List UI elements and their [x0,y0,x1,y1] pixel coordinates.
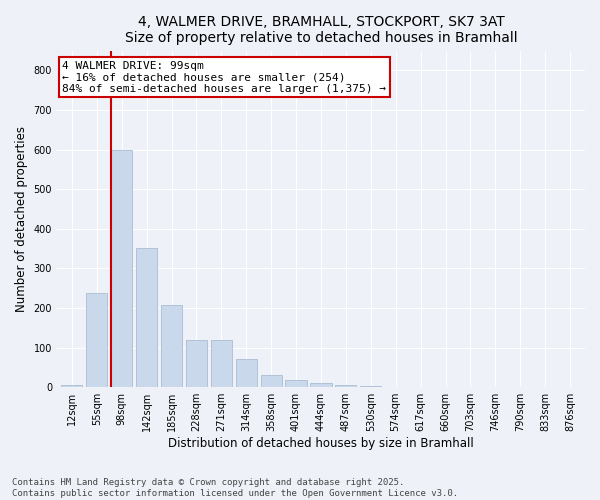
Title: 4, WALMER DRIVE, BRAMHALL, STOCKPORT, SK7 3AT
Size of property relative to detac: 4, WALMER DRIVE, BRAMHALL, STOCKPORT, SK… [125,15,517,45]
Bar [310,383,332,387]
Bar [286,380,307,387]
Text: 4 WALMER DRIVE: 99sqm
← 16% of detached houses are smaller (254)
84% of semi-det: 4 WALMER DRIVE: 99sqm ← 16% of detached … [62,60,386,94]
Bar [260,376,282,387]
Bar [360,386,382,387]
Bar [136,248,157,387]
Y-axis label: Number of detached properties: Number of detached properties [15,126,28,312]
Bar [236,360,257,387]
Bar [61,385,82,387]
Bar [335,385,356,387]
Bar [161,305,182,387]
Text: Contains HM Land Registry data © Crown copyright and database right 2025.
Contai: Contains HM Land Registry data © Crown c… [12,478,458,498]
Bar [186,340,207,387]
Bar [211,340,232,387]
Bar [86,293,107,387]
X-axis label: Distribution of detached houses by size in Bramhall: Distribution of detached houses by size … [168,437,474,450]
Bar [111,150,132,387]
